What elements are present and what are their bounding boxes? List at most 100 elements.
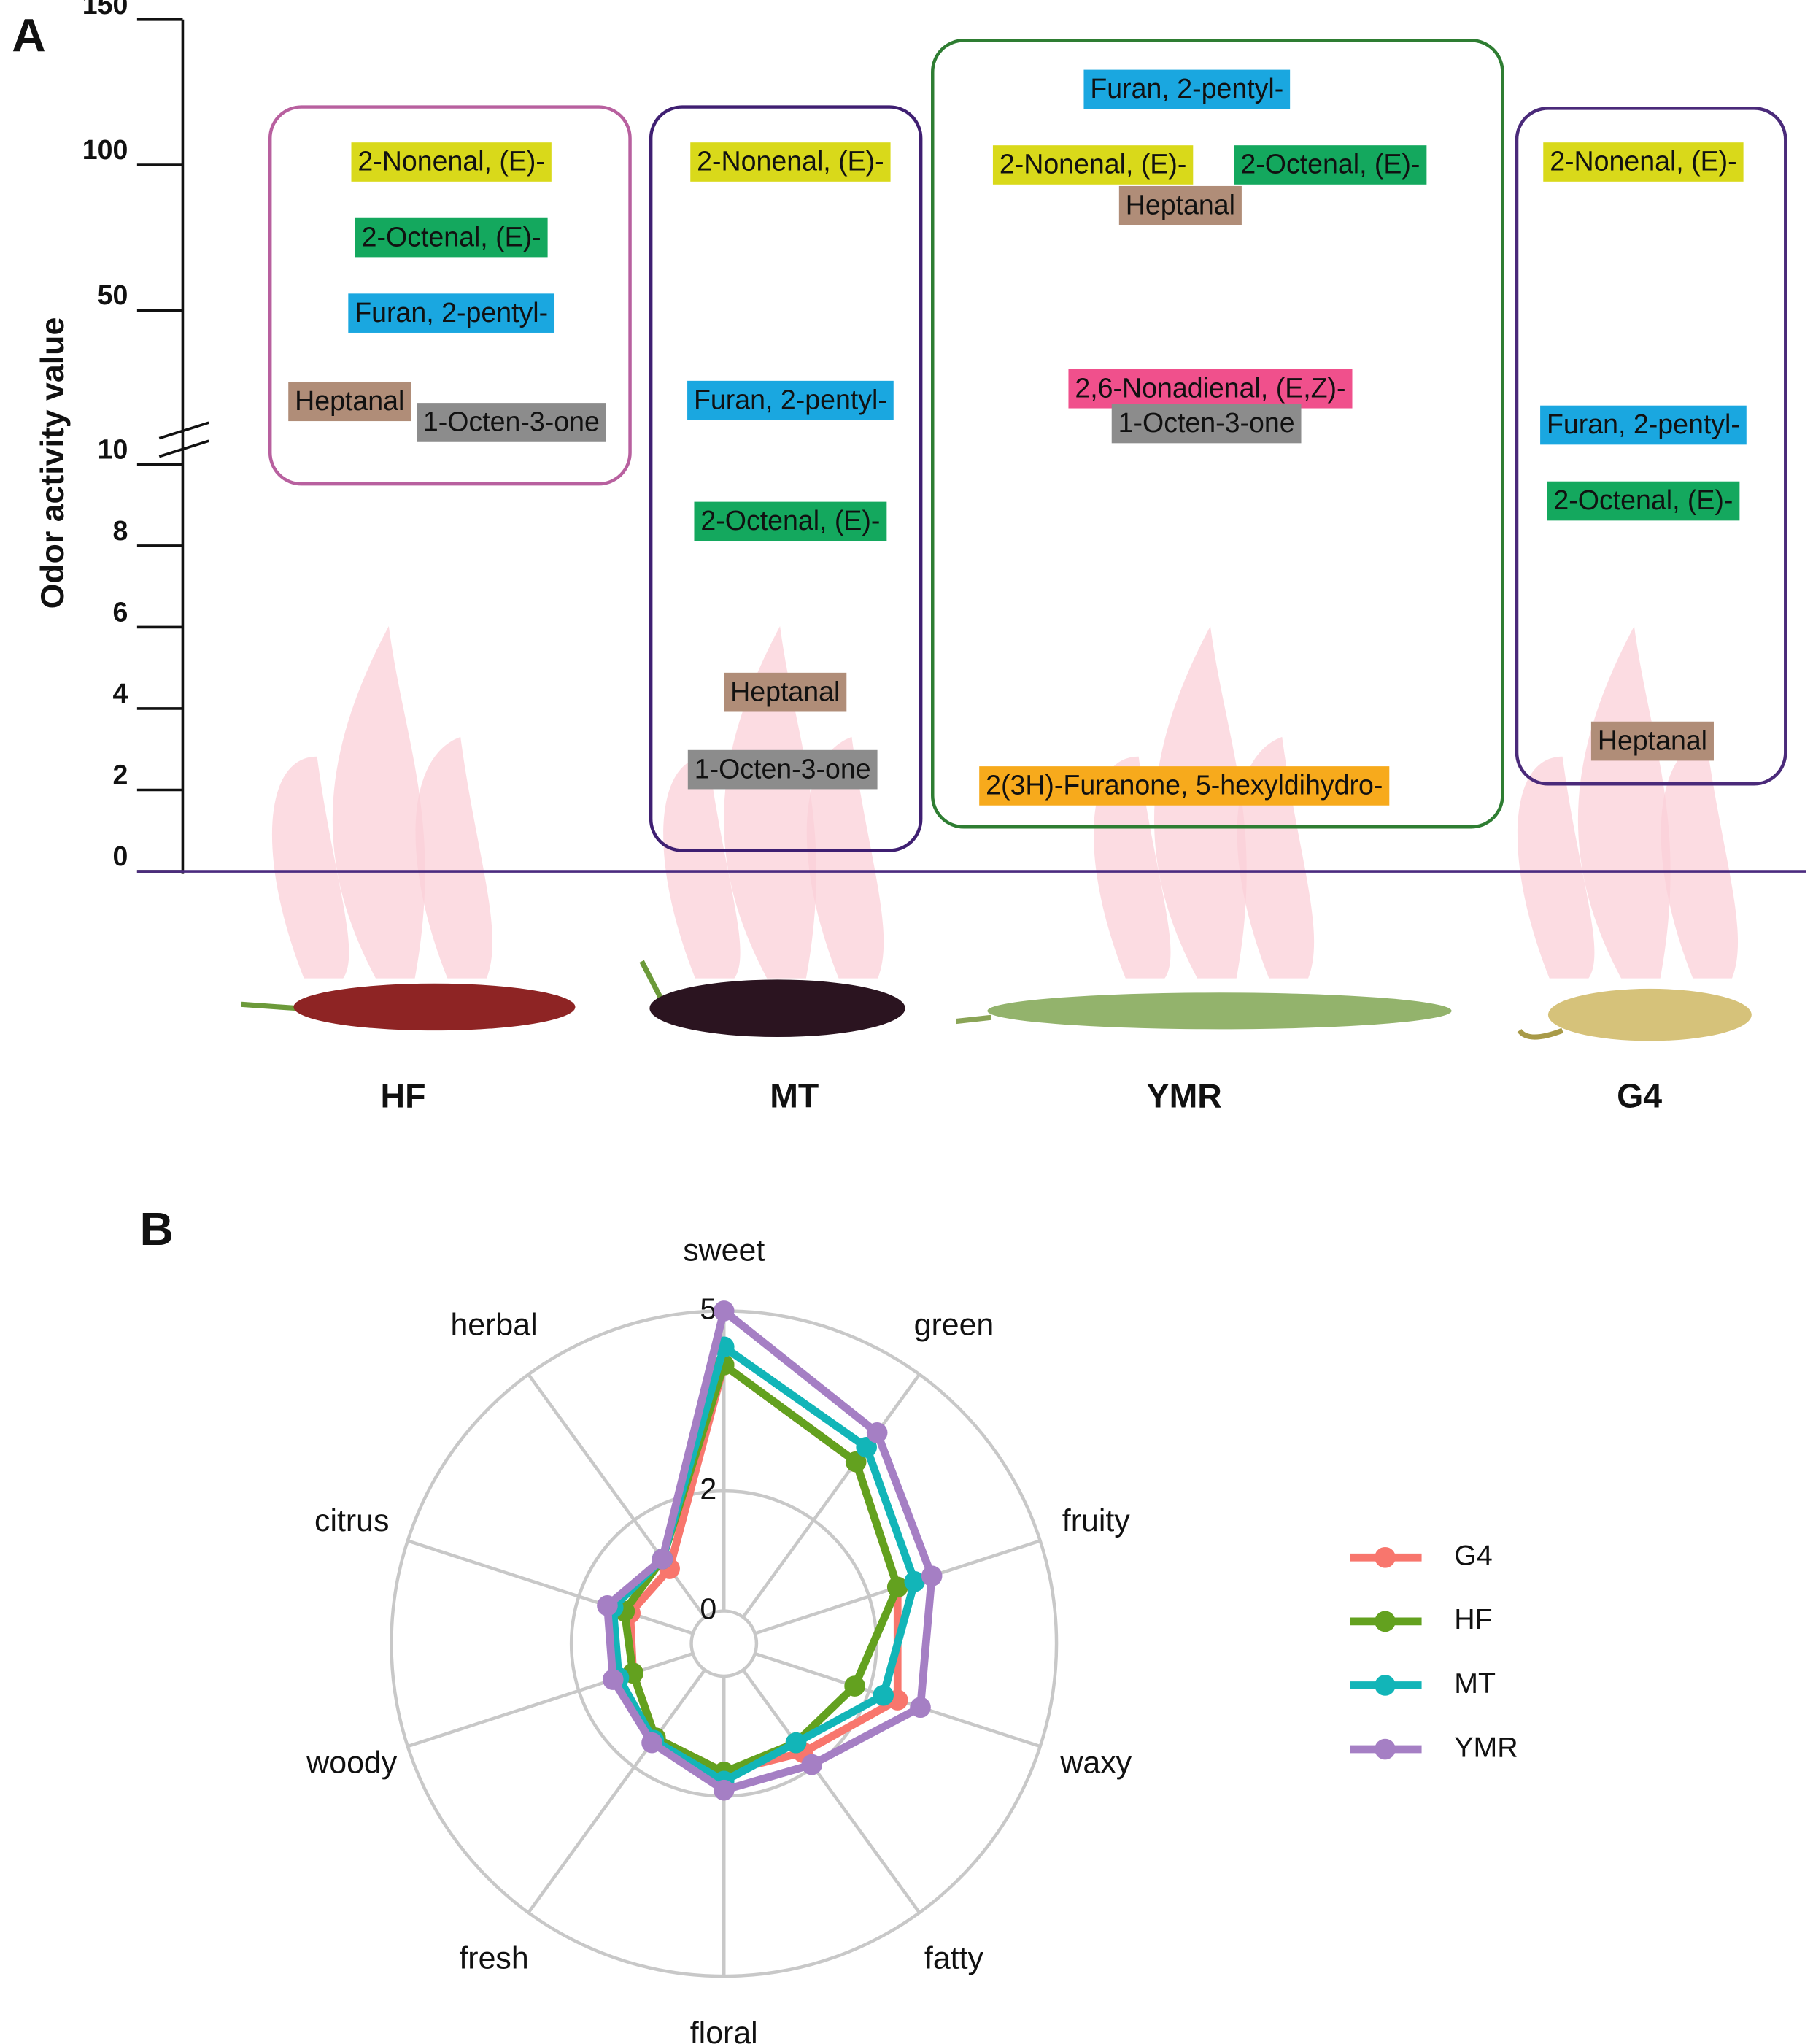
series-point xyxy=(866,1422,888,1443)
compound-label: 2,6-Nonadienal, (E,Z)- xyxy=(1075,372,1345,403)
category-label: waxy xyxy=(1059,1745,1132,1780)
y-tick-label: 50 xyxy=(98,279,128,310)
compound-label: 2-Nonenal, (E)- xyxy=(1550,146,1736,177)
fruits xyxy=(241,960,1752,1041)
compound-label-box xyxy=(724,672,847,712)
stem xyxy=(639,960,664,1000)
compound-label-box xyxy=(1540,405,1747,445)
compound-label: 2-Octenal, (E)- xyxy=(1553,485,1733,515)
group-box xyxy=(268,105,632,486)
group-label: G4 xyxy=(1617,1076,1662,1114)
spoke xyxy=(407,1539,694,1635)
y-tick-label: 0 xyxy=(112,841,128,871)
compound-label: Furan, 2-pentyl- xyxy=(355,297,548,328)
flame xyxy=(1094,756,1171,979)
group-box xyxy=(1515,107,1787,786)
group-box xyxy=(931,39,1504,829)
series-point xyxy=(713,1300,735,1322)
series-point xyxy=(886,1576,908,1598)
legend-label: HF xyxy=(1454,1603,1492,1635)
legend-swatch xyxy=(1375,1738,1396,1760)
legend-swatch xyxy=(1375,1675,1396,1696)
spoke xyxy=(741,1669,921,1914)
compound-label: Heptanal xyxy=(295,385,404,416)
compound-label-box xyxy=(351,142,552,182)
series-point xyxy=(845,1451,867,1473)
series-point xyxy=(801,1754,823,1775)
fruit-mt xyxy=(649,979,905,1038)
stem xyxy=(956,1014,992,1025)
compound-label-box xyxy=(690,142,891,182)
y-tick-label: 150 xyxy=(82,0,128,20)
stem xyxy=(241,1001,298,1011)
compound-label: 2-Nonenal, (E)- xyxy=(1000,149,1186,180)
category-label: fatty xyxy=(924,1940,984,1975)
group-label: YMR xyxy=(1147,1076,1222,1114)
compound-label-box xyxy=(1234,145,1427,185)
series-point xyxy=(856,1436,877,1458)
y-tick-label: 6 xyxy=(112,596,128,627)
fruit-g4 xyxy=(1547,988,1752,1041)
compound-label-box xyxy=(1118,185,1242,225)
series-point xyxy=(873,1684,894,1706)
y-tick-label: 100 xyxy=(82,134,128,165)
legend-label: MT xyxy=(1454,1667,1496,1700)
compound-label: Heptanal xyxy=(1598,725,1707,755)
compound-label-box xyxy=(1547,481,1740,521)
compound-label-box xyxy=(694,501,887,541)
compound-label-box xyxy=(687,749,878,790)
stem xyxy=(1517,1027,1563,1040)
series-point xyxy=(844,1675,865,1697)
compound-label: 2-Nonenal, (E)- xyxy=(697,146,884,177)
y-axis-label: Odor activity value xyxy=(35,317,71,609)
r-tick-label: 5 xyxy=(700,1292,716,1325)
flame xyxy=(663,756,741,979)
flame xyxy=(806,736,884,979)
y-tick-label: 8 xyxy=(112,515,128,546)
compound-label: 1-Octen-3-one xyxy=(423,406,600,437)
compound-label: Furan, 2-pentyl- xyxy=(1090,73,1283,104)
legend-swatch xyxy=(1375,1546,1396,1568)
compound-label-box xyxy=(1068,369,1353,409)
category-label: floral xyxy=(690,2016,758,2044)
category-label: herbal xyxy=(450,1308,537,1343)
r-tick-label: 0 xyxy=(700,1592,716,1625)
compound-label: Heptanal xyxy=(730,676,840,706)
flame xyxy=(271,756,349,979)
spoke xyxy=(407,1651,694,1748)
legend-label: G4 xyxy=(1454,1540,1492,1572)
compound-label: 2-Octenal, (E)- xyxy=(362,221,541,252)
compound-label-box xyxy=(348,293,555,333)
category-label: citrus xyxy=(314,1503,389,1538)
category-label: fruity xyxy=(1062,1503,1130,1538)
compound-label: 1-Octen-3-one xyxy=(695,753,871,784)
category-label: woody xyxy=(306,1745,397,1780)
compound-label: 2(3H)-Furanone, 5-hexyldihydro- xyxy=(986,770,1383,801)
flame xyxy=(415,736,492,979)
compound-label: Furan, 2-pentyl- xyxy=(1547,409,1740,439)
compound-label: 2-Octenal, (E)- xyxy=(700,505,880,536)
compound-label-box xyxy=(1083,69,1291,109)
y-tick-label: 2 xyxy=(112,760,128,790)
group-box xyxy=(649,105,923,852)
series-point xyxy=(910,1697,931,1719)
panel-label: A xyxy=(12,9,45,62)
series-point xyxy=(785,1732,807,1754)
panel-label: B xyxy=(139,1203,173,1255)
category-label: green xyxy=(914,1308,994,1343)
legend-swatch xyxy=(1375,1611,1396,1632)
compound-label-box xyxy=(992,145,1194,185)
legend-label: YMR xyxy=(1454,1731,1518,1763)
series-point xyxy=(652,1548,673,1570)
compound-label-box xyxy=(1543,142,1744,182)
series-point xyxy=(597,1595,618,1616)
flame xyxy=(1517,756,1595,979)
compound-label-box xyxy=(288,382,411,422)
category-label: sweet xyxy=(683,1233,765,1268)
compound-label-box xyxy=(1590,721,1714,761)
compound-label-box xyxy=(1111,404,1302,444)
group-label: MT xyxy=(770,1076,819,1114)
compound-label: 2-Nonenal, (E)- xyxy=(357,146,544,177)
flame xyxy=(724,625,816,979)
